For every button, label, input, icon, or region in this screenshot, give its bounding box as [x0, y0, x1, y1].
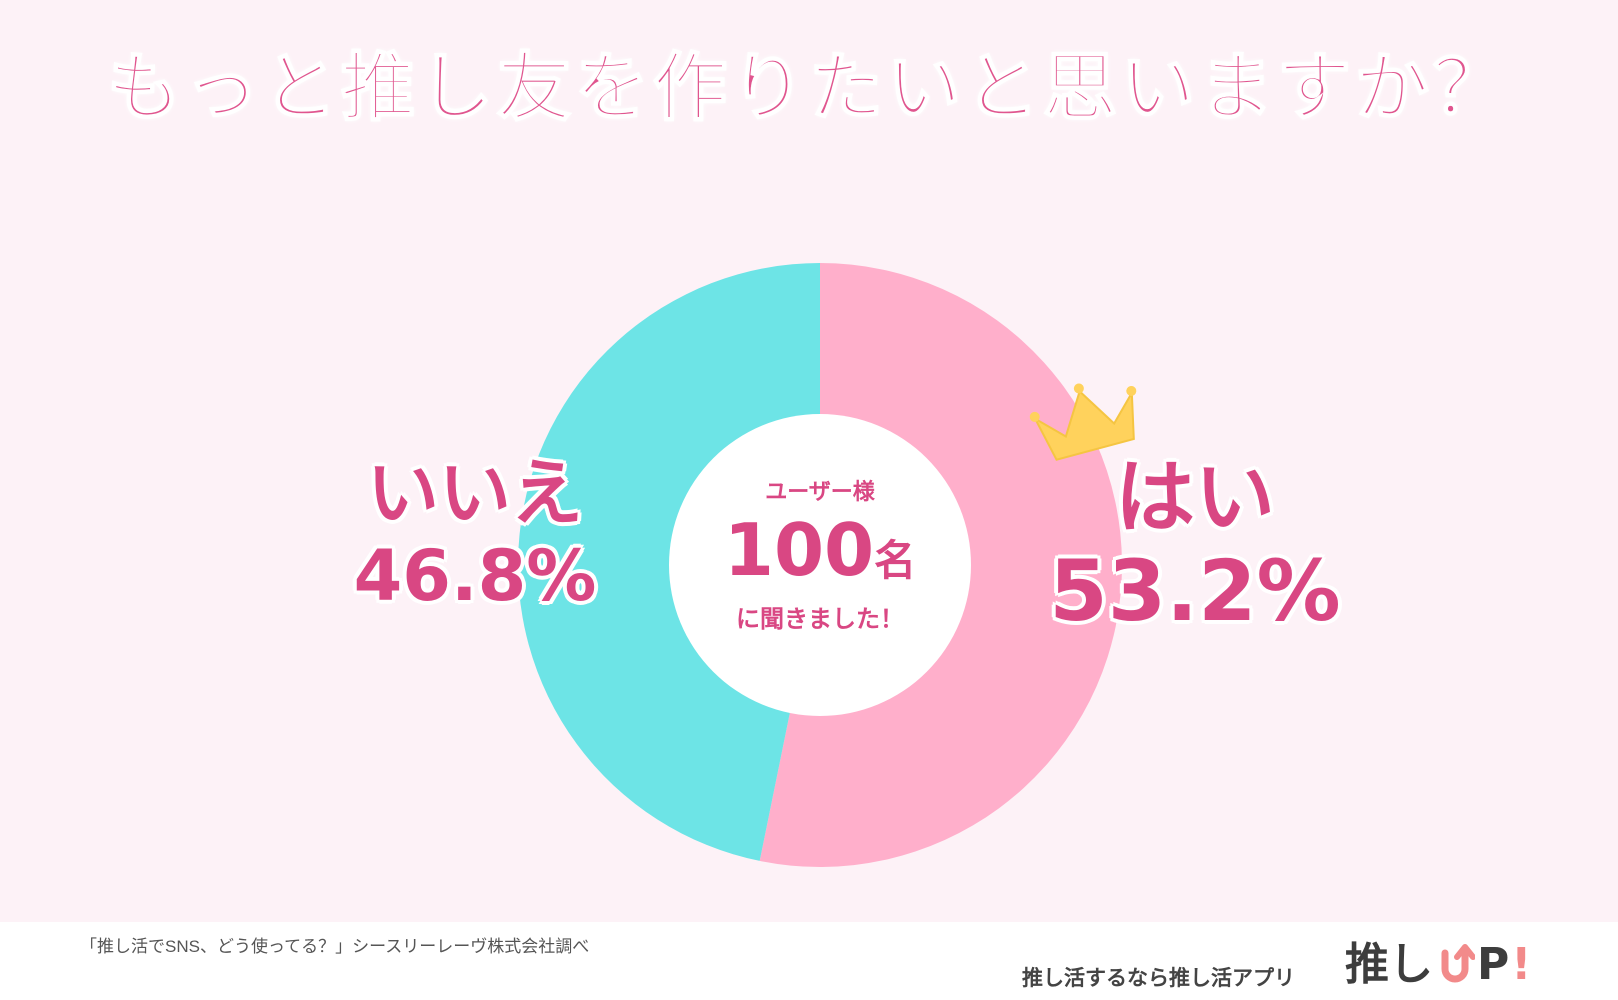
center-count: 100 — [723, 508, 875, 592]
label-yes-name: はい — [1115, 451, 1275, 544]
footer: 「推し活でSNS、どう使ってる？」シースリーレーヴ株式会社調べ 推し活するなら推… — [0, 922, 1618, 1000]
up-arrow-icon — [1441, 944, 1475, 983]
center-count-row: 100名 — [680, 508, 960, 603]
logo-p: P — [1477, 939, 1510, 990]
app-logo: 推し P ! — [1345, 940, 1531, 990]
crown-icon — [1029, 383, 1137, 461]
logo-text: 推し — [1345, 939, 1433, 990]
donut-chart — [518, 263, 1137, 867]
chart-title: もっと推し友を作りたいと思いますか？ — [106, 44, 1511, 132]
label-yes: はい 53.2% — [1045, 455, 1345, 641]
center-summary: ユーザー様 100名 に聞きました！ — [680, 478, 960, 635]
label-no-pct: 46.8% — [353, 535, 597, 617]
center-unit: 名 — [874, 536, 917, 585]
logo-bang: ! — [1511, 939, 1532, 990]
center-subtitle: に聞きました！ — [736, 605, 904, 633]
label-yes-pct: 53.2% — [1049, 542, 1341, 640]
slice-no — [518, 263, 820, 861]
label-no: いいえ 46.8% — [350, 455, 600, 621]
app-tagline: 推し活するなら推し活アプリ — [1022, 966, 1295, 990]
source-note: 「推し活でSNS、どう使ってる？」シースリーレーヴ株式会社調べ — [80, 937, 590, 956]
donut-hole — [669, 414, 971, 716]
center-caption: ユーザー様 — [765, 480, 875, 505]
label-no-name: いいえ — [366, 451, 583, 535]
